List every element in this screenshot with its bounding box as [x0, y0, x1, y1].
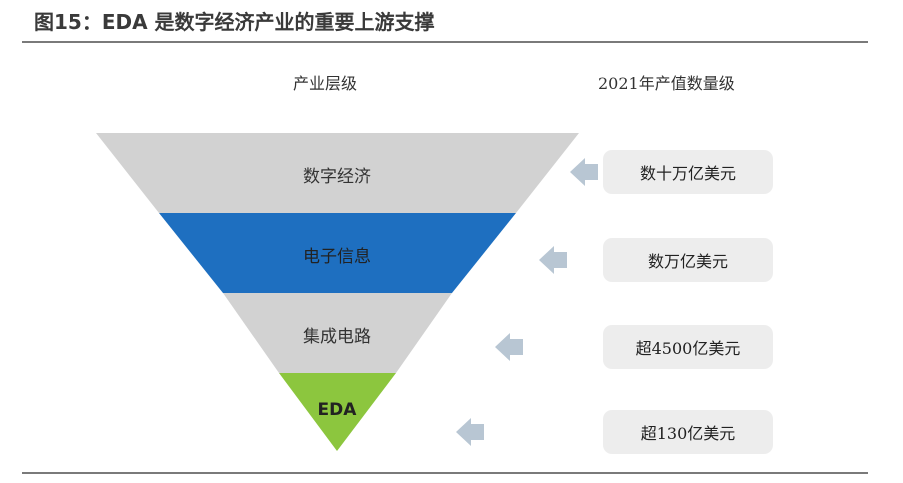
arrow-digital-economy-icon	[570, 158, 598, 186]
figure-title: 图15：EDA 是数字经济产业的重要上游支撑	[34, 10, 435, 34]
industry-level-header: 产业层级	[293, 74, 358, 93]
layer-band-electronic-information	[159, 213, 516, 293]
value-box-electronic-information: 数万亿美元	[603, 238, 773, 282]
layer-label-integrated-circuit: 集成电路	[303, 327, 371, 347]
output-scale-header: 2021年产值数量级	[598, 74, 735, 93]
layer-label-digital-economy: 数字经济	[303, 167, 371, 187]
layer-label-eda: EDA	[317, 400, 357, 420]
value-box-integrated-circuit: 超4500亿美元	[603, 325, 773, 369]
layer-band-digital-economy	[96, 133, 579, 213]
value-box-eda: 超130亿美元	[603, 410, 773, 454]
top-rule	[22, 41, 868, 43]
layer-band-integrated-circuit	[223, 293, 452, 373]
value-box-digital-economy: 数十万亿美元	[603, 150, 773, 194]
layer-label-electronic-information: 电子信息	[303, 247, 371, 267]
bottom-rule	[22, 472, 868, 474]
arrow-eda-icon	[456, 418, 484, 446]
layer-band-eda	[279, 373, 396, 451]
arrow-integrated-circuit-icon	[495, 333, 523, 361]
arrow-electronic-information-icon	[539, 246, 567, 274]
